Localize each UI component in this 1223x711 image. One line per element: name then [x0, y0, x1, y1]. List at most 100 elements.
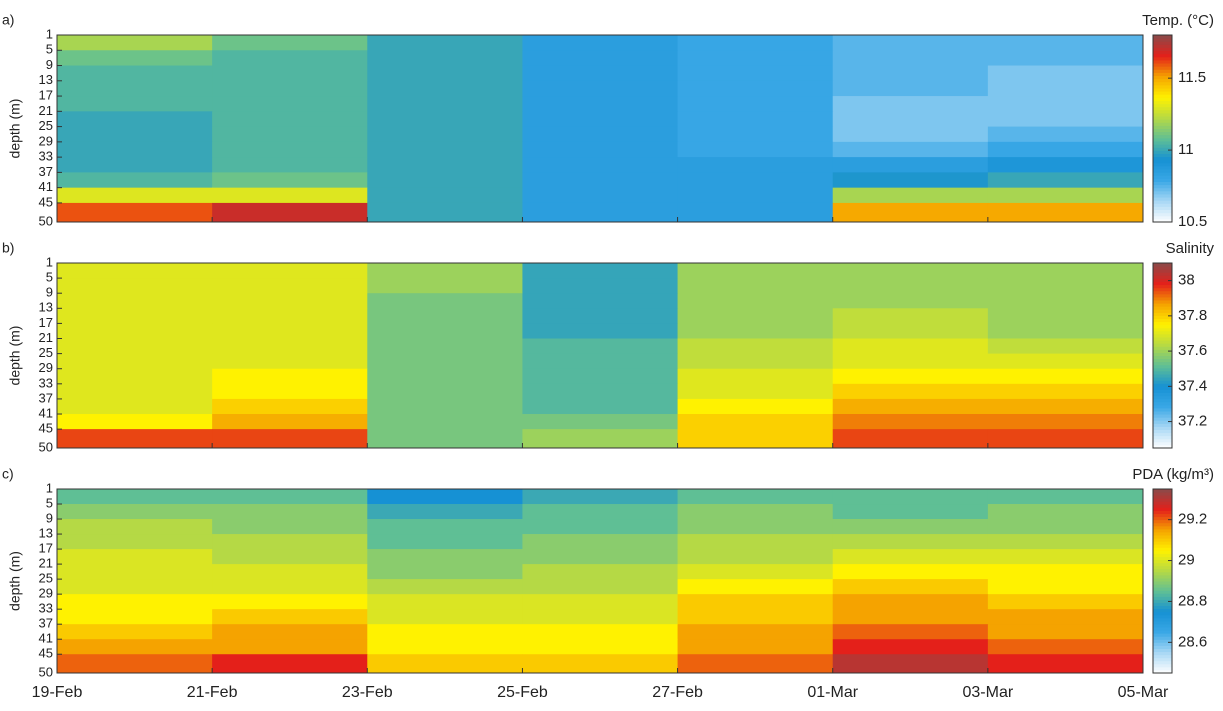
colorbar-step	[1153, 392, 1172, 397]
cell	[987, 278, 1144, 294]
colorbar-step	[1153, 66, 1172, 70]
colorbar-step	[1153, 327, 1172, 332]
y-tick-label: 5	[46, 42, 53, 57]
colorbar-step	[1153, 59, 1172, 64]
cell	[367, 187, 523, 204]
y-tick-label: 45	[39, 646, 53, 661]
cell	[367, 639, 523, 655]
colorbar-step	[1153, 531, 1172, 536]
colorbar-step	[1153, 516, 1172, 521]
cell	[522, 639, 679, 655]
cell	[987, 338, 1144, 355]
cell	[677, 50, 834, 67]
colorbar-step	[1153, 352, 1172, 356]
cell	[212, 187, 368, 204]
y-tick-label: 9	[46, 57, 53, 72]
cell	[677, 504, 834, 520]
cell	[522, 263, 679, 279]
cell	[832, 126, 989, 143]
colorbar-step	[1153, 608, 1172, 613]
y-tick-label: 29	[39, 133, 53, 148]
cell	[212, 353, 368, 370]
cell	[212, 65, 368, 82]
cell	[677, 263, 834, 279]
cell	[212, 157, 368, 173]
cell	[57, 398, 213, 415]
cell	[367, 141, 523, 158]
colorbar-step	[1153, 651, 1172, 656]
cell	[57, 654, 213, 674]
colorbar-step	[1153, 330, 1172, 335]
colorbar-step	[1153, 203, 1172, 207]
cell	[832, 111, 989, 128]
colorbar-tick-label: 37.8	[1178, 307, 1207, 324]
colorbar-step	[1153, 605, 1172, 610]
colorbar-step	[1153, 423, 1172, 427]
cell	[367, 96, 523, 112]
cell	[522, 368, 679, 385]
cell	[987, 308, 1144, 324]
colorbar-step	[1153, 395, 1172, 400]
cell	[57, 579, 213, 595]
cell	[677, 519, 834, 535]
cell	[57, 308, 213, 324]
colorbar-step	[1153, 81, 1172, 86]
y-tick-label: 33	[39, 149, 53, 164]
cell	[677, 96, 834, 112]
cell	[832, 519, 989, 535]
colorbar-frame	[1152, 488, 1173, 674]
y-tick-label: 21	[39, 556, 53, 571]
colorbar-step	[1153, 147, 1172, 151]
cell	[832, 65, 989, 82]
colorbar-step	[1153, 657, 1172, 662]
cell	[522, 141, 679, 158]
cell	[57, 429, 213, 449]
colorbar-step	[1153, 122, 1172, 126]
colorbar-step	[1153, 645, 1172, 649]
colorbar-step	[1153, 337, 1172, 341]
colorbar-step	[1153, 361, 1172, 366]
cell	[832, 609, 989, 625]
y-tick-label: 9	[46, 285, 53, 300]
colorbar-step	[1153, 568, 1172, 573]
cell	[832, 383, 989, 400]
colorbar-step	[1153, 398, 1172, 403]
y-tick-label: 50	[39, 439, 53, 454]
cell	[987, 157, 1144, 173]
cell	[367, 35, 523, 51]
colorbar-step	[1153, 137, 1172, 142]
colorbar-step	[1153, 547, 1172, 551]
cell	[832, 35, 989, 51]
cell	[57, 141, 213, 158]
y-tick-label: 45	[39, 194, 53, 209]
cell	[987, 50, 1144, 67]
axes-frame	[56, 34, 1144, 223]
cell	[677, 35, 834, 51]
cell	[987, 624, 1144, 640]
colorbar-step	[1153, 414, 1172, 418]
cell	[677, 579, 834, 595]
axes-frame	[56, 262, 1144, 449]
colorbar-step	[1153, 333, 1172, 338]
colorbar-step	[1153, 181, 1172, 186]
colorbar-step	[1153, 272, 1172, 276]
colorbar-step	[1153, 556, 1172, 561]
cell	[522, 549, 679, 565]
panel-label: b)	[2, 240, 14, 256]
cell	[677, 398, 834, 415]
cell	[57, 65, 213, 82]
cell	[212, 624, 368, 640]
cell	[57, 323, 213, 340]
cell	[677, 293, 834, 309]
cell	[832, 654, 989, 674]
cell	[677, 141, 834, 158]
y-tick-label: 13	[39, 72, 53, 87]
colorbar-step	[1153, 370, 1172, 375]
cell	[212, 549, 368, 565]
y-tick-label: 1	[46, 480, 53, 495]
colorbar-step	[1153, 193, 1172, 198]
colorbar-step	[1153, 577, 1172, 582]
colorbar-step	[1153, 377, 1172, 381]
colorbar-frame	[1152, 262, 1173, 449]
cell	[522, 111, 679, 128]
